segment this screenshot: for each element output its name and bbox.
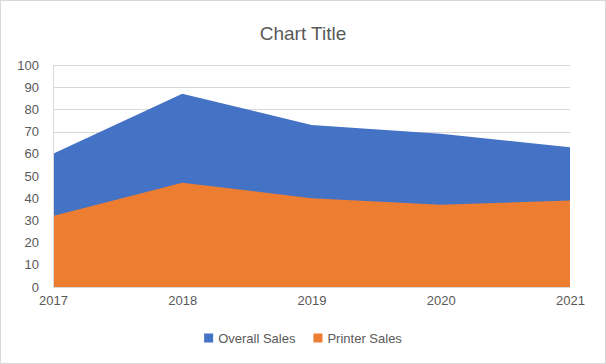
plot-area: [53, 94, 570, 287]
grid-line: [53, 65, 570, 66]
x-tick: 2021: [556, 287, 585, 308]
area: [53, 94, 570, 287]
y-tick-label: 90: [25, 80, 39, 95]
legend-swatch: [313, 334, 322, 343]
x-tick: 2018: [168, 287, 197, 308]
y-tick: 50: [25, 169, 53, 184]
y-tick-label: 100: [17, 58, 39, 73]
y-tick-label: 60: [25, 146, 39, 161]
x-tick-label: 2021: [556, 293, 585, 308]
legend-item: Printer Sales: [313, 331, 402, 346]
y-tick-label: 70: [25, 124, 39, 139]
y-tick-label: 50: [25, 169, 39, 184]
y-tick: 80: [25, 102, 53, 117]
y-tick: 20: [25, 235, 53, 250]
legend-label: Overall Sales: [218, 331, 296, 346]
y-tick-label: 0: [32, 280, 39, 295]
legend-label: Printer Sales: [327, 331, 402, 346]
y-tick-label: 80: [25, 102, 39, 117]
grid-line: [53, 109, 570, 110]
chart-title: Chart Title: [260, 23, 347, 44]
grid-line: [53, 87, 570, 88]
y-tick: 40: [25, 191, 53, 206]
grid-line: [53, 287, 570, 288]
area: [53, 183, 570, 287]
y-tick: 70: [25, 124, 53, 139]
x-axis: 2017 2018 2019 2020 2021: [39, 287, 585, 308]
x-tick-label: 2019: [298, 293, 327, 308]
chart: 0102030405060708090100201720182019202020…: [0, 0, 606, 364]
y-tick: 90: [25, 80, 53, 95]
grid: [53, 66, 570, 288]
y-tick-label: 40: [25, 191, 39, 206]
y-tick: 10: [25, 257, 53, 272]
y-axis: 0 10 20 30 40 50 60 70 80 90 100: [17, 58, 53, 295]
x-tick: 2020: [427, 287, 456, 308]
legend: Overall Sales Printer Sales: [204, 331, 402, 346]
legend-swatch: [204, 334, 213, 343]
x-tick-label: 2020: [427, 293, 456, 308]
x-tick-label: 2017: [39, 293, 68, 308]
y-tick: 60: [25, 146, 53, 161]
y-tick-label: 10: [25, 257, 39, 272]
x-tick: 2019: [298, 287, 327, 308]
y-tick-label: 20: [25, 235, 39, 250]
y-tick: 100: [17, 58, 53, 73]
y-tick-label: 30: [25, 213, 39, 228]
y-axis-line: [53, 66, 54, 288]
y-tick: 30: [25, 213, 53, 228]
chart-border: [1, 1, 606, 364]
x-tick-label: 2018: [168, 293, 197, 308]
x-tick: 2017: [39, 287, 68, 308]
legend-item: Overall Sales: [204, 331, 296, 346]
x-axis-line: [54, 287, 571, 288]
